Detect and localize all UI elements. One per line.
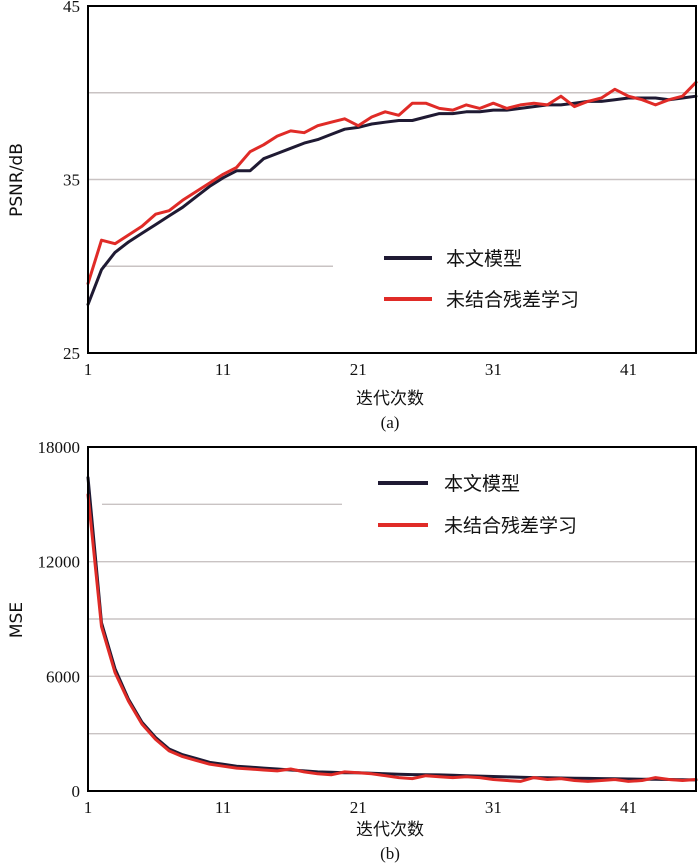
psnr-series-line-no-residual	[86, 80, 698, 286]
mse-x-axis-label: 迭代次数	[356, 820, 424, 840]
mse-x-tick-label: 11	[215, 798, 231, 817]
panel-b-label: (b)	[380, 844, 400, 863]
mse-legend-label-no-residual: 未结合残差学习	[444, 515, 577, 537]
psnr-x-axis-label: 迭代次数	[356, 389, 424, 409]
mse-plot-frame	[87, 446, 697, 792]
mse-x-tick-label: 31	[485, 798, 502, 817]
mse-y-axis-label: MSE	[7, 602, 27, 638]
psnr-x-tick-label: 31	[485, 360, 502, 379]
psnr-legend-label-model: 本文模型	[446, 248, 522, 270]
psnr-x-tick-label: 21	[350, 360, 367, 379]
psnr-x-tick-label: 1	[84, 360, 93, 379]
mse-x-tick-label: 21	[350, 798, 367, 817]
psnr-y-tick-label: 45	[63, 0, 80, 16]
mse-legend-label-model: 本文模型	[444, 473, 520, 495]
mse-y-tick-label: 18000	[38, 438, 81, 457]
psnr-y-axis-label: PSNR/dB	[7, 143, 27, 217]
psnr-y-tick-label: 25	[63, 344, 80, 363]
psnr-x-tick-label: 41	[620, 360, 637, 379]
mse-x-tick-label: 1	[84, 798, 93, 817]
mse-y-tick-label: 12000	[38, 553, 81, 572]
psnr-x-tick-label: 11	[215, 360, 231, 379]
psnr-plot-frame	[87, 5, 697, 354]
panel-a-label: (a)	[381, 413, 400, 432]
mse-y-tick-label: 6000	[46, 667, 80, 686]
psnr-series-line-model	[86, 94, 698, 306]
psnr-legend-label-no-residual: 未结合残差学习	[446, 289, 579, 311]
mse-series-line-model	[86, 476, 698, 782]
mse-y-tick-label: 0	[72, 782, 81, 801]
psnr-legend: 本文模型 未结合残差学习	[384, 248, 579, 311]
psnr-y-tick-label: 35	[63, 171, 80, 190]
mse-x-tick-label: 41	[620, 798, 637, 817]
mse-legend: 本文模型 未结合残差学习	[378, 473, 577, 537]
mse-series-line-no-residual	[86, 493, 698, 783]
